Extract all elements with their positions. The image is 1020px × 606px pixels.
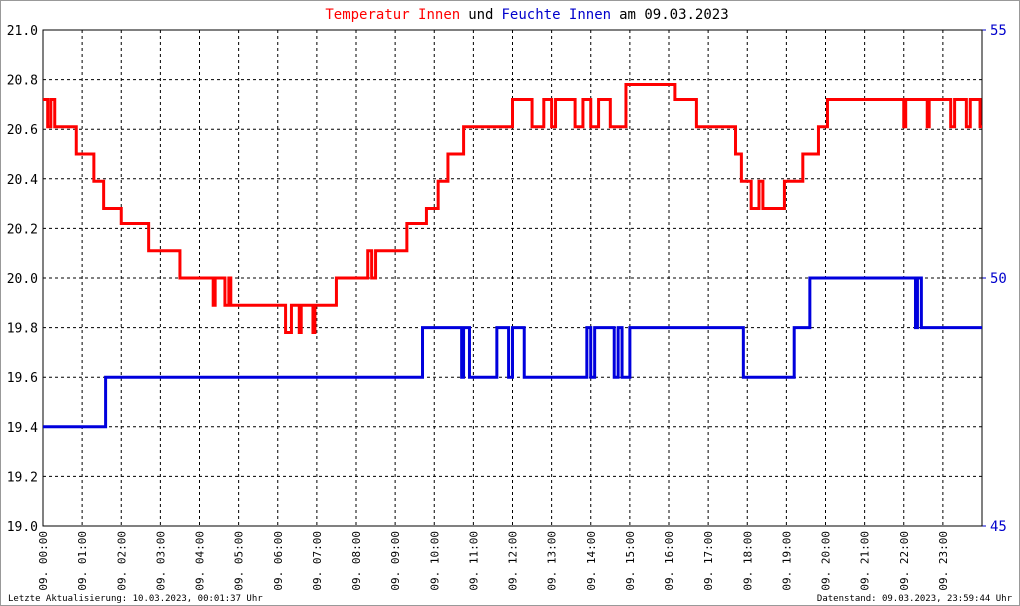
x-tick-label: 09. 03:00	[154, 531, 167, 591]
x-tick-label: 09. 11:00	[467, 531, 480, 591]
plot-border	[42, 29, 983, 527]
x-tick-label: 09. 10:00	[428, 531, 441, 591]
footer-left: Letzte Aktualisierung: 10.03.2023, 00:01…	[8, 594, 263, 604]
x-tick-label: 09. 07:00	[311, 531, 324, 591]
x-tick-label: 09. 06:00	[272, 531, 285, 591]
chart-title: Temperatur Innen und Feuchte Innen am 09.03…	[325, 7, 728, 23]
x-tick-label: 09. 02:00	[115, 531, 128, 591]
y2-tick-label: 45	[990, 519, 1007, 535]
data-line	[43, 276, 982, 429]
x-tick-label: 09. 18:00	[741, 531, 754, 591]
x-tick-label: 09. 04:00	[194, 531, 207, 591]
y-tick-label: 20.8	[7, 74, 38, 89]
data-line	[43, 83, 982, 335]
y-tick-label: 19.0	[7, 520, 38, 535]
y-tick-label: 20.0	[7, 272, 38, 287]
y-tick-label: 19.6	[7, 371, 38, 386]
x-tick-label: 09. 22:00	[898, 531, 911, 591]
y-tick-label: 19.8	[7, 322, 38, 337]
y-tick-label: 19.4	[7, 421, 38, 436]
x-tick-label: 09. 00:00	[37, 531, 50, 591]
x-tick-label: 09. 15:00	[624, 531, 637, 591]
x-tick-label: 09. 20:00	[820, 531, 833, 591]
y-tick-label: 21.0	[7, 24, 38, 39]
x-tick-label: 09. 01:00	[76, 531, 89, 591]
x-tick-label: 09. 16:00	[663, 531, 676, 591]
x-tick-label: 09. 13:00	[546, 531, 559, 591]
title-part: Temperatur Innen	[325, 7, 460, 23]
x-tick-label: 09. 19:00	[780, 531, 793, 591]
x-tick-label: 09. 17:00	[702, 531, 715, 591]
x-tick-label: 09. 14:00	[585, 531, 598, 591]
x-tick-label: 09. 21:00	[859, 531, 872, 591]
x-tick-label: 09. 23:00	[937, 531, 950, 591]
y2-tick-label: 50	[990, 271, 1007, 287]
y-tick-label: 20.4	[7, 173, 38, 188]
y-tick-label: 20.2	[7, 222, 38, 237]
x-tick-label: 09. 09:00	[389, 531, 402, 591]
title-part: am 09.03.2023	[619, 7, 729, 23]
title-part: Feuchte Innen	[502, 7, 612, 23]
x-tick-label: 09. 05:00	[233, 531, 246, 591]
y-tick-label: 20.6	[7, 123, 38, 138]
y2-tick-label: 55	[990, 23, 1007, 39]
y-tick-label: 19.2	[7, 470, 38, 485]
x-tick-label: 09. 08:00	[350, 531, 363, 591]
title-part: und	[468, 7, 493, 23]
footer-right: Datenstand: 09.03.2023, 23:59:44 Uhr	[817, 594, 1013, 604]
x-tick-label: 09. 12:00	[507, 531, 520, 591]
